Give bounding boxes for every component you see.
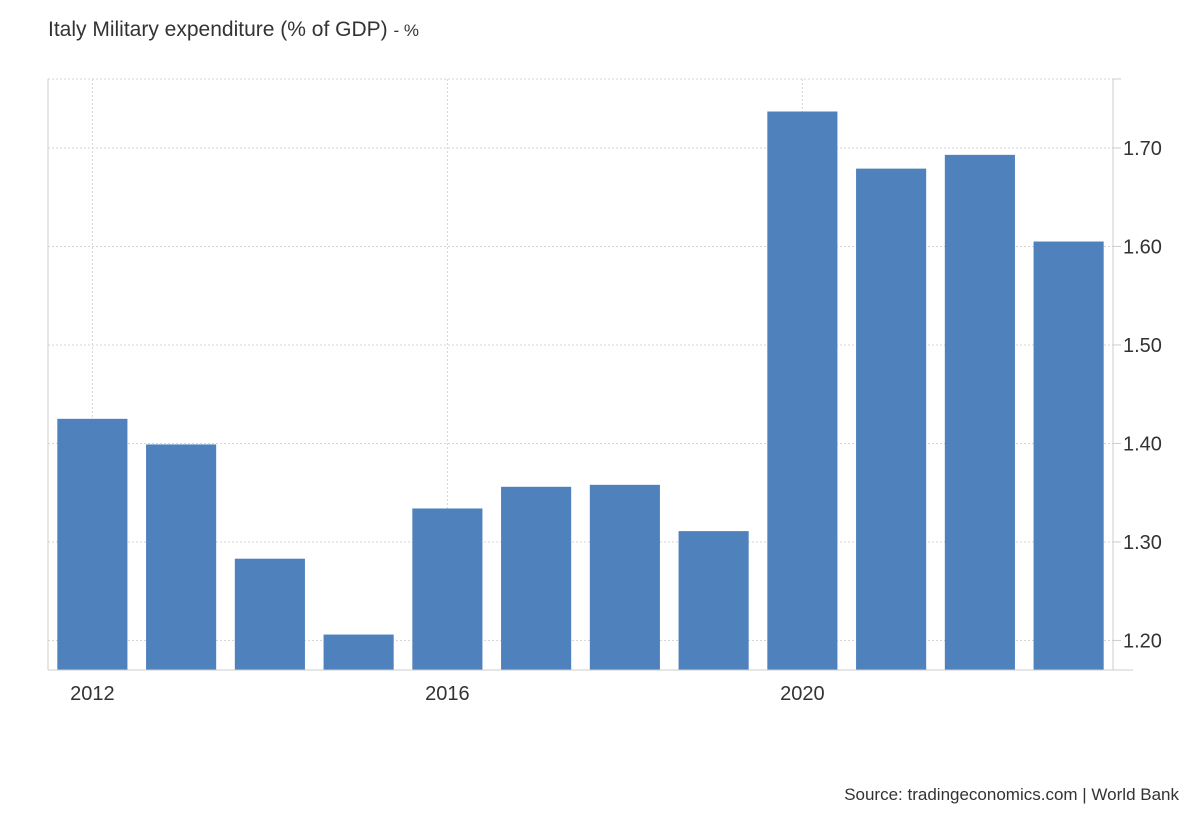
- chart-title: Italy Military expenditure (% of GDP) - …: [48, 18, 419, 42]
- bar-2014: [234, 558, 305, 670]
- y-tick-label: 1.20: [1123, 630, 1162, 652]
- bar-2017: [501, 486, 572, 670]
- bar-2020: [767, 111, 838, 670]
- y-tick-label: 1.50: [1123, 335, 1162, 357]
- y-tick-label: 1.30: [1123, 532, 1162, 554]
- axes: [47, 78, 1133, 671]
- bar-2019: [678, 531, 749, 670]
- bar-2015: [323, 634, 394, 670]
- y-axis-labels: 1.20 1.30 1.40 1.50 1.60 1.70: [1123, 138, 1162, 653]
- y-tick-label: 1.70: [1123, 138, 1162, 160]
- bar-2013: [146, 444, 217, 670]
- x-tick-label: 2016: [425, 683, 470, 705]
- bar-2023: [1033, 241, 1104, 670]
- chart-title-unit: - %: [393, 21, 419, 40]
- chart-title-text: Italy Military expenditure (% of GDP): [48, 18, 388, 41]
- bar-2021: [856, 168, 927, 670]
- x-tick-label: 2020: [780, 683, 825, 705]
- bars: [57, 111, 1104, 671]
- x-tick-label: 2012: [70, 683, 115, 705]
- y-tick-label: 1.40: [1123, 433, 1162, 455]
- bar-2012: [57, 418, 128, 670]
- bar-2018: [589, 484, 660, 670]
- bar-2016: [412, 508, 483, 670]
- y-tick-label: 1.60: [1123, 236, 1162, 258]
- x-axis-labels: 2012 2016 2020: [70, 683, 825, 705]
- bar-2022: [944, 154, 1015, 671]
- source-credit: Source: tradingeconomics.com | World Ban…: [844, 785, 1179, 804]
